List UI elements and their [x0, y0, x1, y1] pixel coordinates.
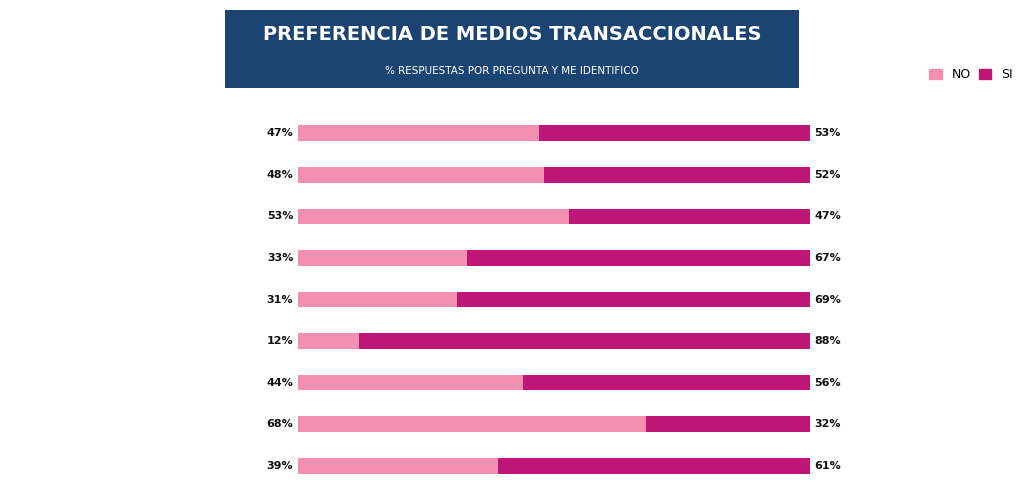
Text: 53%: 53%: [814, 128, 841, 138]
Bar: [467, 250, 810, 266]
Bar: [498, 458, 810, 474]
Bar: [298, 167, 544, 183]
Text: 52%: 52%: [814, 170, 841, 180]
Bar: [298, 416, 646, 432]
Bar: [298, 250, 467, 266]
Text: 56%: 56%: [814, 378, 841, 387]
Bar: [298, 125, 539, 141]
Text: 61%: 61%: [814, 461, 842, 471]
Text: 12%: 12%: [266, 336, 293, 346]
Bar: [457, 292, 810, 307]
Text: PREFERENCIA DE MEDIOS TRANSACCIONALES: PREFERENCIA DE MEDIOS TRANSACCIONALES: [263, 26, 761, 45]
Text: 48%: 48%: [266, 170, 293, 180]
Legend: NO, SI: NO, SI: [929, 68, 1013, 82]
Bar: [298, 375, 523, 390]
Text: 47%: 47%: [814, 212, 842, 221]
Text: 53%: 53%: [267, 212, 293, 221]
Bar: [298, 333, 359, 349]
Bar: [298, 292, 457, 307]
Bar: [539, 125, 810, 141]
Text: 32%: 32%: [814, 419, 841, 429]
Text: 47%: 47%: [266, 128, 293, 138]
Text: 67%: 67%: [814, 253, 842, 263]
Bar: [569, 209, 810, 224]
Text: 88%: 88%: [814, 336, 841, 346]
Text: 69%: 69%: [814, 295, 842, 304]
Text: 39%: 39%: [266, 461, 293, 471]
Bar: [523, 375, 810, 390]
Bar: [359, 333, 810, 349]
Text: 44%: 44%: [266, 378, 293, 387]
Bar: [298, 458, 498, 474]
Text: % RESPUESTAS POR PREGUNTA Y ME IDENTIFICO: % RESPUESTAS POR PREGUNTA Y ME IDENTIFIC…: [385, 66, 639, 76]
Bar: [544, 167, 810, 183]
Bar: [298, 209, 569, 224]
Text: 33%: 33%: [267, 253, 293, 263]
Text: 68%: 68%: [266, 419, 293, 429]
Bar: [646, 416, 810, 432]
Text: 31%: 31%: [266, 295, 293, 304]
